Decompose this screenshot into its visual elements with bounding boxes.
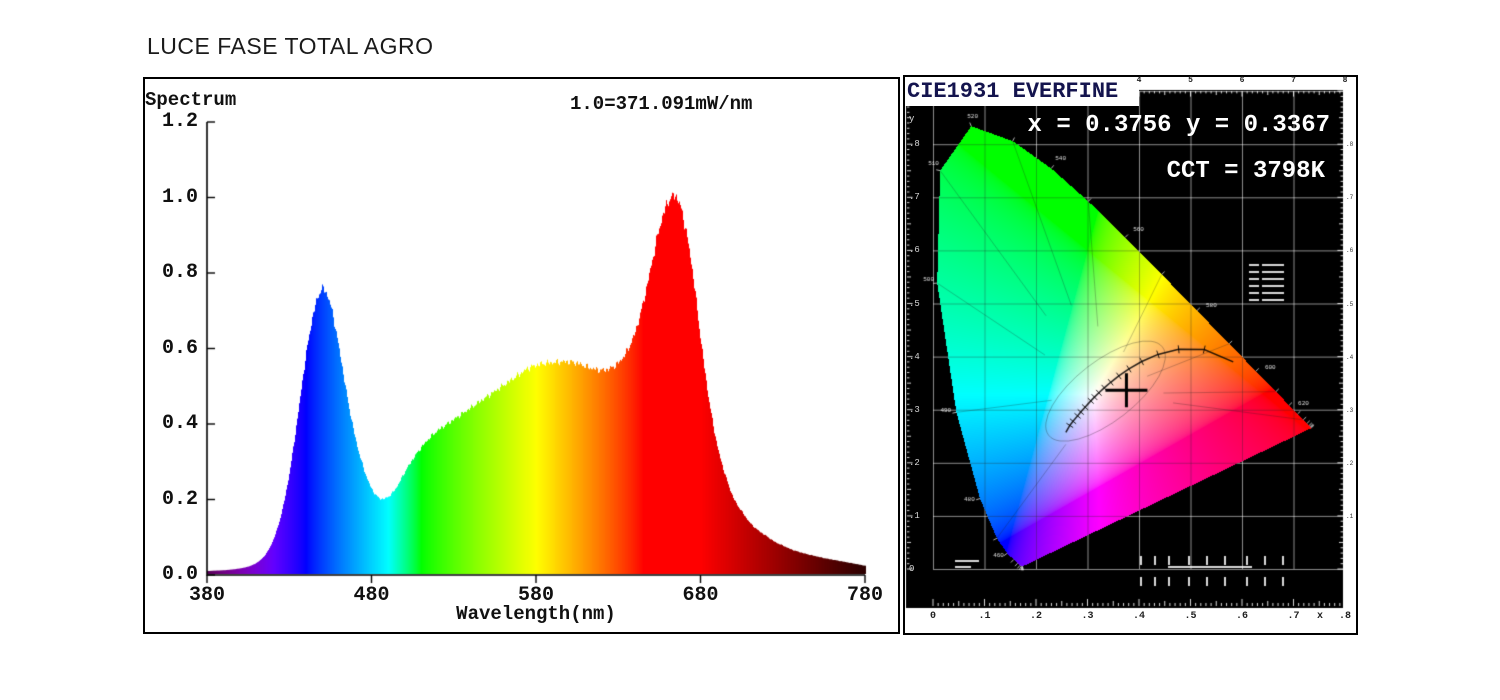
- cie-right-axis-label: .7: [1346, 194, 1354, 202]
- cie-right-axis-label: .1: [1346, 512, 1354, 520]
- cie-y-axis-label: y: [909, 114, 915, 124]
- cie-xy-readout: x = 0.3756 y = 0.3367: [1027, 112, 1330, 139]
- cie-x-axis-label: x: [1316, 611, 1324, 622]
- cie-right-axis-label: .3: [1346, 406, 1354, 414]
- cie-x-axis-label: .5: [1184, 611, 1197, 622]
- cie-y-axis-label: .1: [909, 510, 920, 521]
- spectrum-x-tick-label: 780: [846, 584, 884, 607]
- cie-top-axis-label: 6: [1239, 76, 1245, 85]
- cie-x-axis-label: .3: [1081, 611, 1094, 622]
- spectrum-y-tick-label: 0.4: [161, 412, 198, 435]
- spectrum-y-tick-label: 1.2: [161, 110, 198, 133]
- cie-title: CIE1931 EVERFINE: [905, 78, 1139, 106]
- cie-y-axis-label: .6: [909, 245, 920, 256]
- cie-x-axis-label: .8: [1338, 611, 1352, 622]
- spectrum-x-tick-label: 680: [682, 584, 719, 607]
- spectrum-y-tick-label: 0.0: [161, 563, 198, 586]
- spectrum-y-tick-label: 0.2: [161, 487, 198, 511]
- cie-y-axis-label: .4: [909, 351, 920, 362]
- cie-y-axis-label: 0: [909, 564, 915, 574]
- cie-top-axis-label: 4: [1136, 76, 1142, 85]
- cie-top-axis-label: 8: [1342, 76, 1348, 85]
- cie-right-axis-label: .8: [1346, 141, 1354, 149]
- spectrum-y-tick-label: 0.8: [161, 261, 198, 284]
- cie-x-axis-label: .2: [1029, 611, 1043, 622]
- spectrum-scale-label: 1.0=371.091mW/nm: [570, 93, 753, 115]
- cie-y-axis-label: .7: [909, 192, 920, 203]
- spectrum-panel: [143, 77, 900, 634]
- cie-chromaticity-panel: [903, 75, 1358, 635]
- cie-right-axis-label: .5: [1346, 300, 1354, 308]
- cie-right-axis-label: .4: [1346, 353, 1354, 361]
- page-title: LUCE FASE TOTAL AGRO: [147, 33, 434, 59]
- spectrum-x-tick-label: 380: [188, 584, 226, 607]
- cie-y-axis-label: .8: [909, 139, 920, 150]
- cie-top-axis-label: 5: [1188, 76, 1193, 85]
- spectrum-y-tick-label: 0.6: [161, 336, 198, 360]
- cie-top-axis-label: 7: [1291, 76, 1296, 85]
- cie-right-axis-label: .2: [1346, 459, 1354, 467]
- cie-y-axis-label: .5: [909, 298, 920, 309]
- spectrum-x-tick-label: 480: [353, 584, 390, 607]
- cie-y-axis-label: .2: [909, 457, 920, 468]
- spectrum-xaxis-title: Wavelength(nm): [456, 603, 616, 625]
- cie-x-axis-label: .7: [1287, 611, 1300, 622]
- spectrum-x-tick-label: 580: [517, 584, 555, 607]
- cie-x-axis-label: 0: [929, 611, 937, 622]
- cie-right-axis-label: .6: [1346, 247, 1354, 255]
- cie-x-axis-label: .4: [1132, 611, 1146, 622]
- cie-cct-readout: CCT = 3798K: [1166, 158, 1325, 185]
- cie-x-axis-label: .6: [1235, 611, 1249, 622]
- spectrum-corner-label: Spectrum: [145, 89, 237, 111]
- spectrum-y-tick-label: 1.0: [161, 185, 198, 209]
- cie-x-axis-label: .1: [978, 611, 991, 622]
- cie-y-axis-label: .3: [909, 404, 920, 415]
